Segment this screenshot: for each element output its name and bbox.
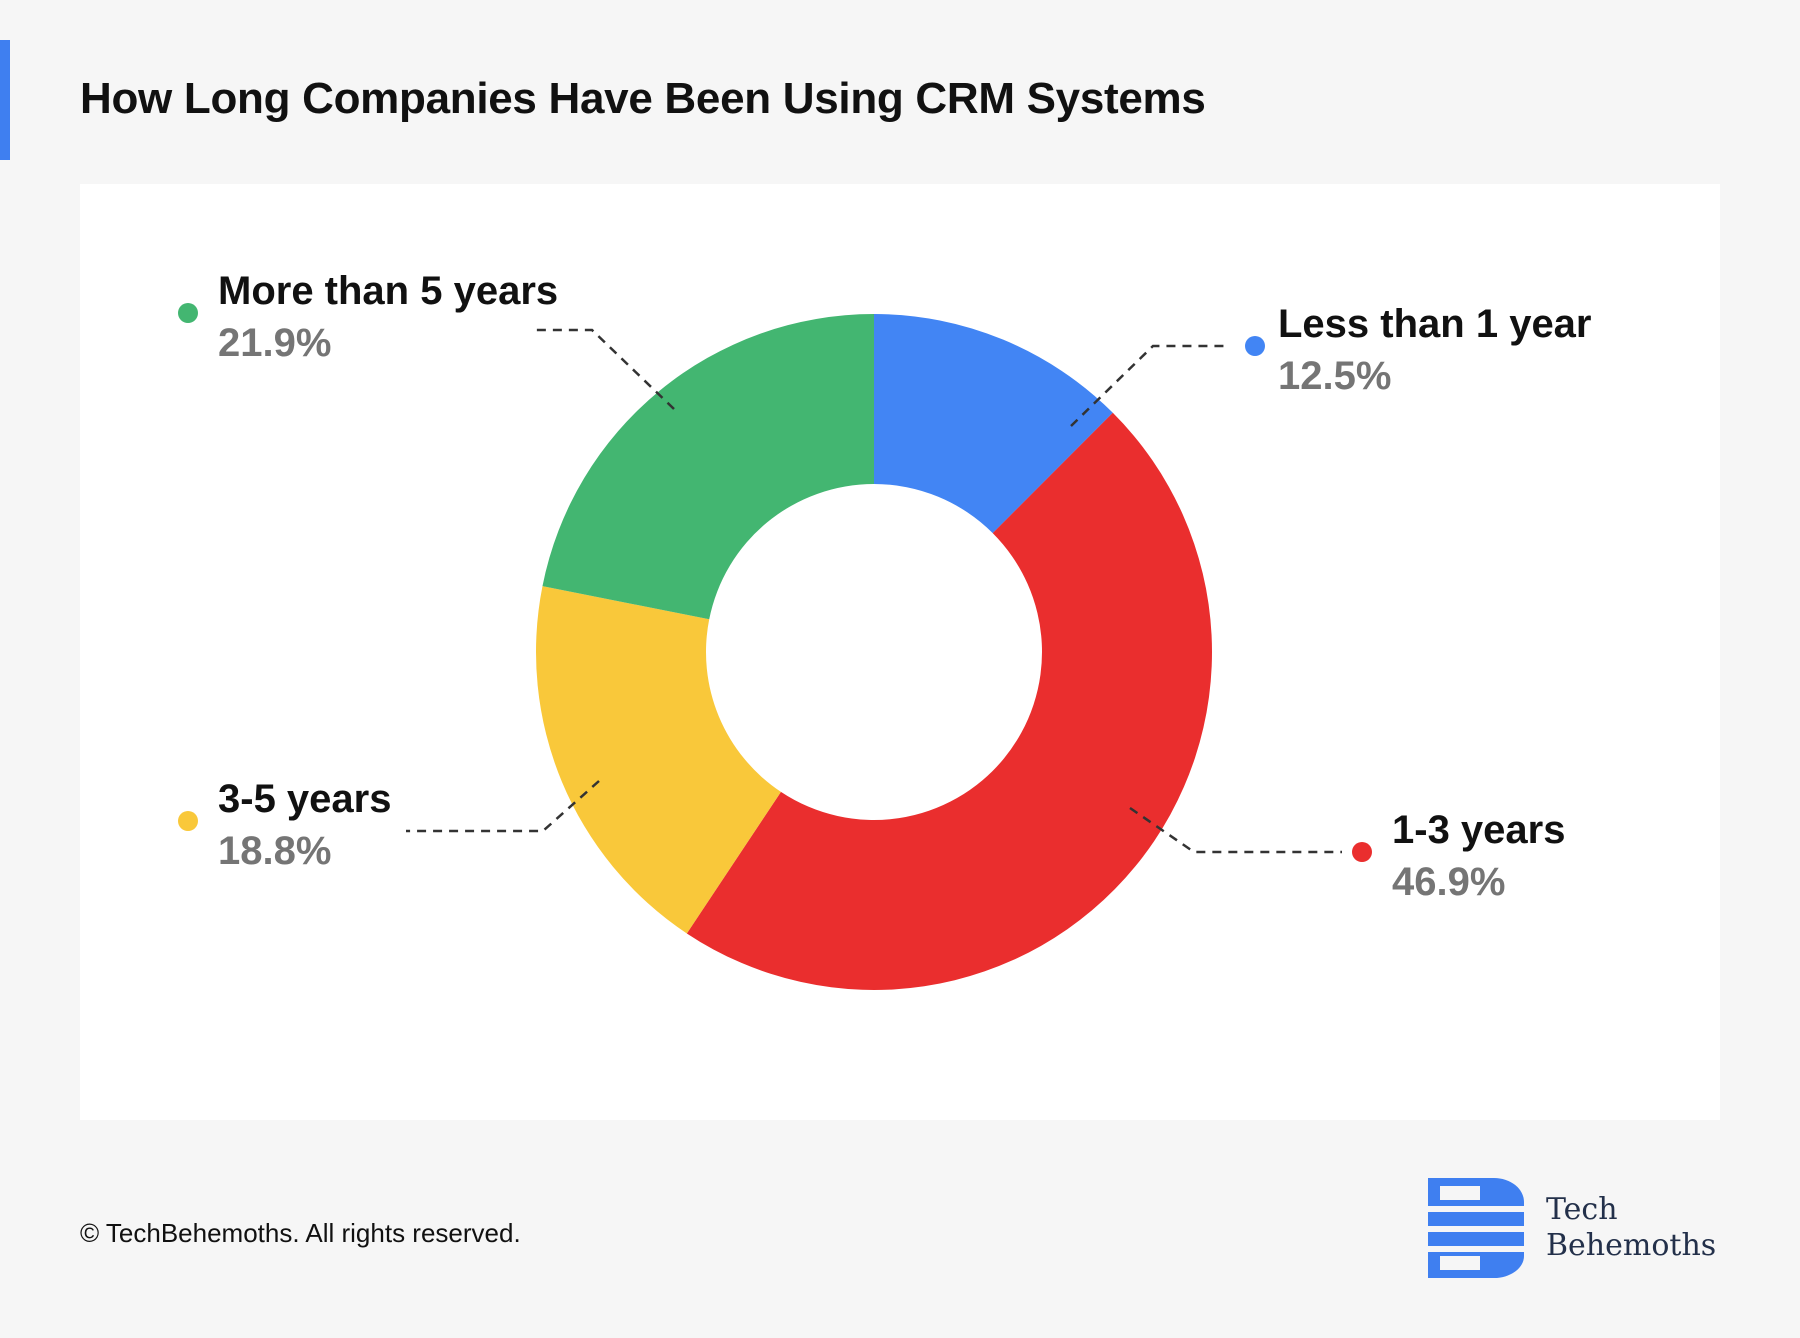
logo-stripe (1428, 1232, 1524, 1246)
donut-chart (406, 314, 1342, 990)
slice-value-less-than-1-year: 12.5% (1278, 354, 1392, 398)
slice-label-1-3-years: 1-3 years (1392, 808, 1566, 852)
legend-dot-3-5-years (178, 811, 198, 831)
brand-logo[interactable]: Tech Behemoths (1428, 1178, 1728, 1282)
slice-more-than-5-years (542, 314, 874, 620)
logo-cutout (1440, 1256, 1480, 1270)
slices-layer (536, 314, 1212, 990)
logo-stripe (1428, 1212, 1524, 1226)
techbehemoths-b-logo-icon (1428, 1178, 1524, 1278)
legend-dot-more-than-5-years (178, 303, 198, 323)
legend-dot-1-3-years (1352, 842, 1372, 862)
slice-value-3-5-years: 18.8% (218, 829, 332, 873)
slice-3-5-years (536, 586, 781, 934)
leader-line-more-than-5-years (535, 328, 675, 410)
title-accent-bar (0, 40, 10, 160)
brand-name-line2: Behemoths (1546, 1228, 1717, 1263)
copyright-notice: © TechBehemoths. All rights reserved. (80, 1218, 521, 1248)
slice-label-more-than-5-years: More than 5 years (218, 269, 559, 313)
leader-line-less-than-1-year (1070, 344, 1228, 427)
leader-line-3-5-years (406, 780, 600, 833)
leader-lines-layer (406, 328, 1342, 854)
legend-dot-less-than-1-year (1245, 336, 1265, 356)
slice-label-3-5-years: 3-5 years (218, 777, 392, 821)
slice-1-3-years (686, 412, 1212, 990)
brand-name: Tech Behemoths (1546, 1192, 1716, 1264)
slice-label-less-than-1-year: Less than 1 year (1278, 302, 1592, 346)
leader-line-1-3-years (1129, 806, 1342, 854)
chart-card: Less than 1 year 12.5% 1-3 years 46.9% 3… (80, 184, 1720, 1120)
slice-less-than-1-year (874, 314, 1113, 534)
logo-cutout (1440, 1186, 1480, 1200)
slice-value-1-3-years: 46.9% (1392, 860, 1506, 904)
page-title: How Long Companies Have Been Using CRM S… (80, 74, 1206, 123)
slice-value-more-than-5-years: 21.9% (218, 321, 332, 365)
brand-name-line1: Tech (1546, 1192, 1618, 1227)
